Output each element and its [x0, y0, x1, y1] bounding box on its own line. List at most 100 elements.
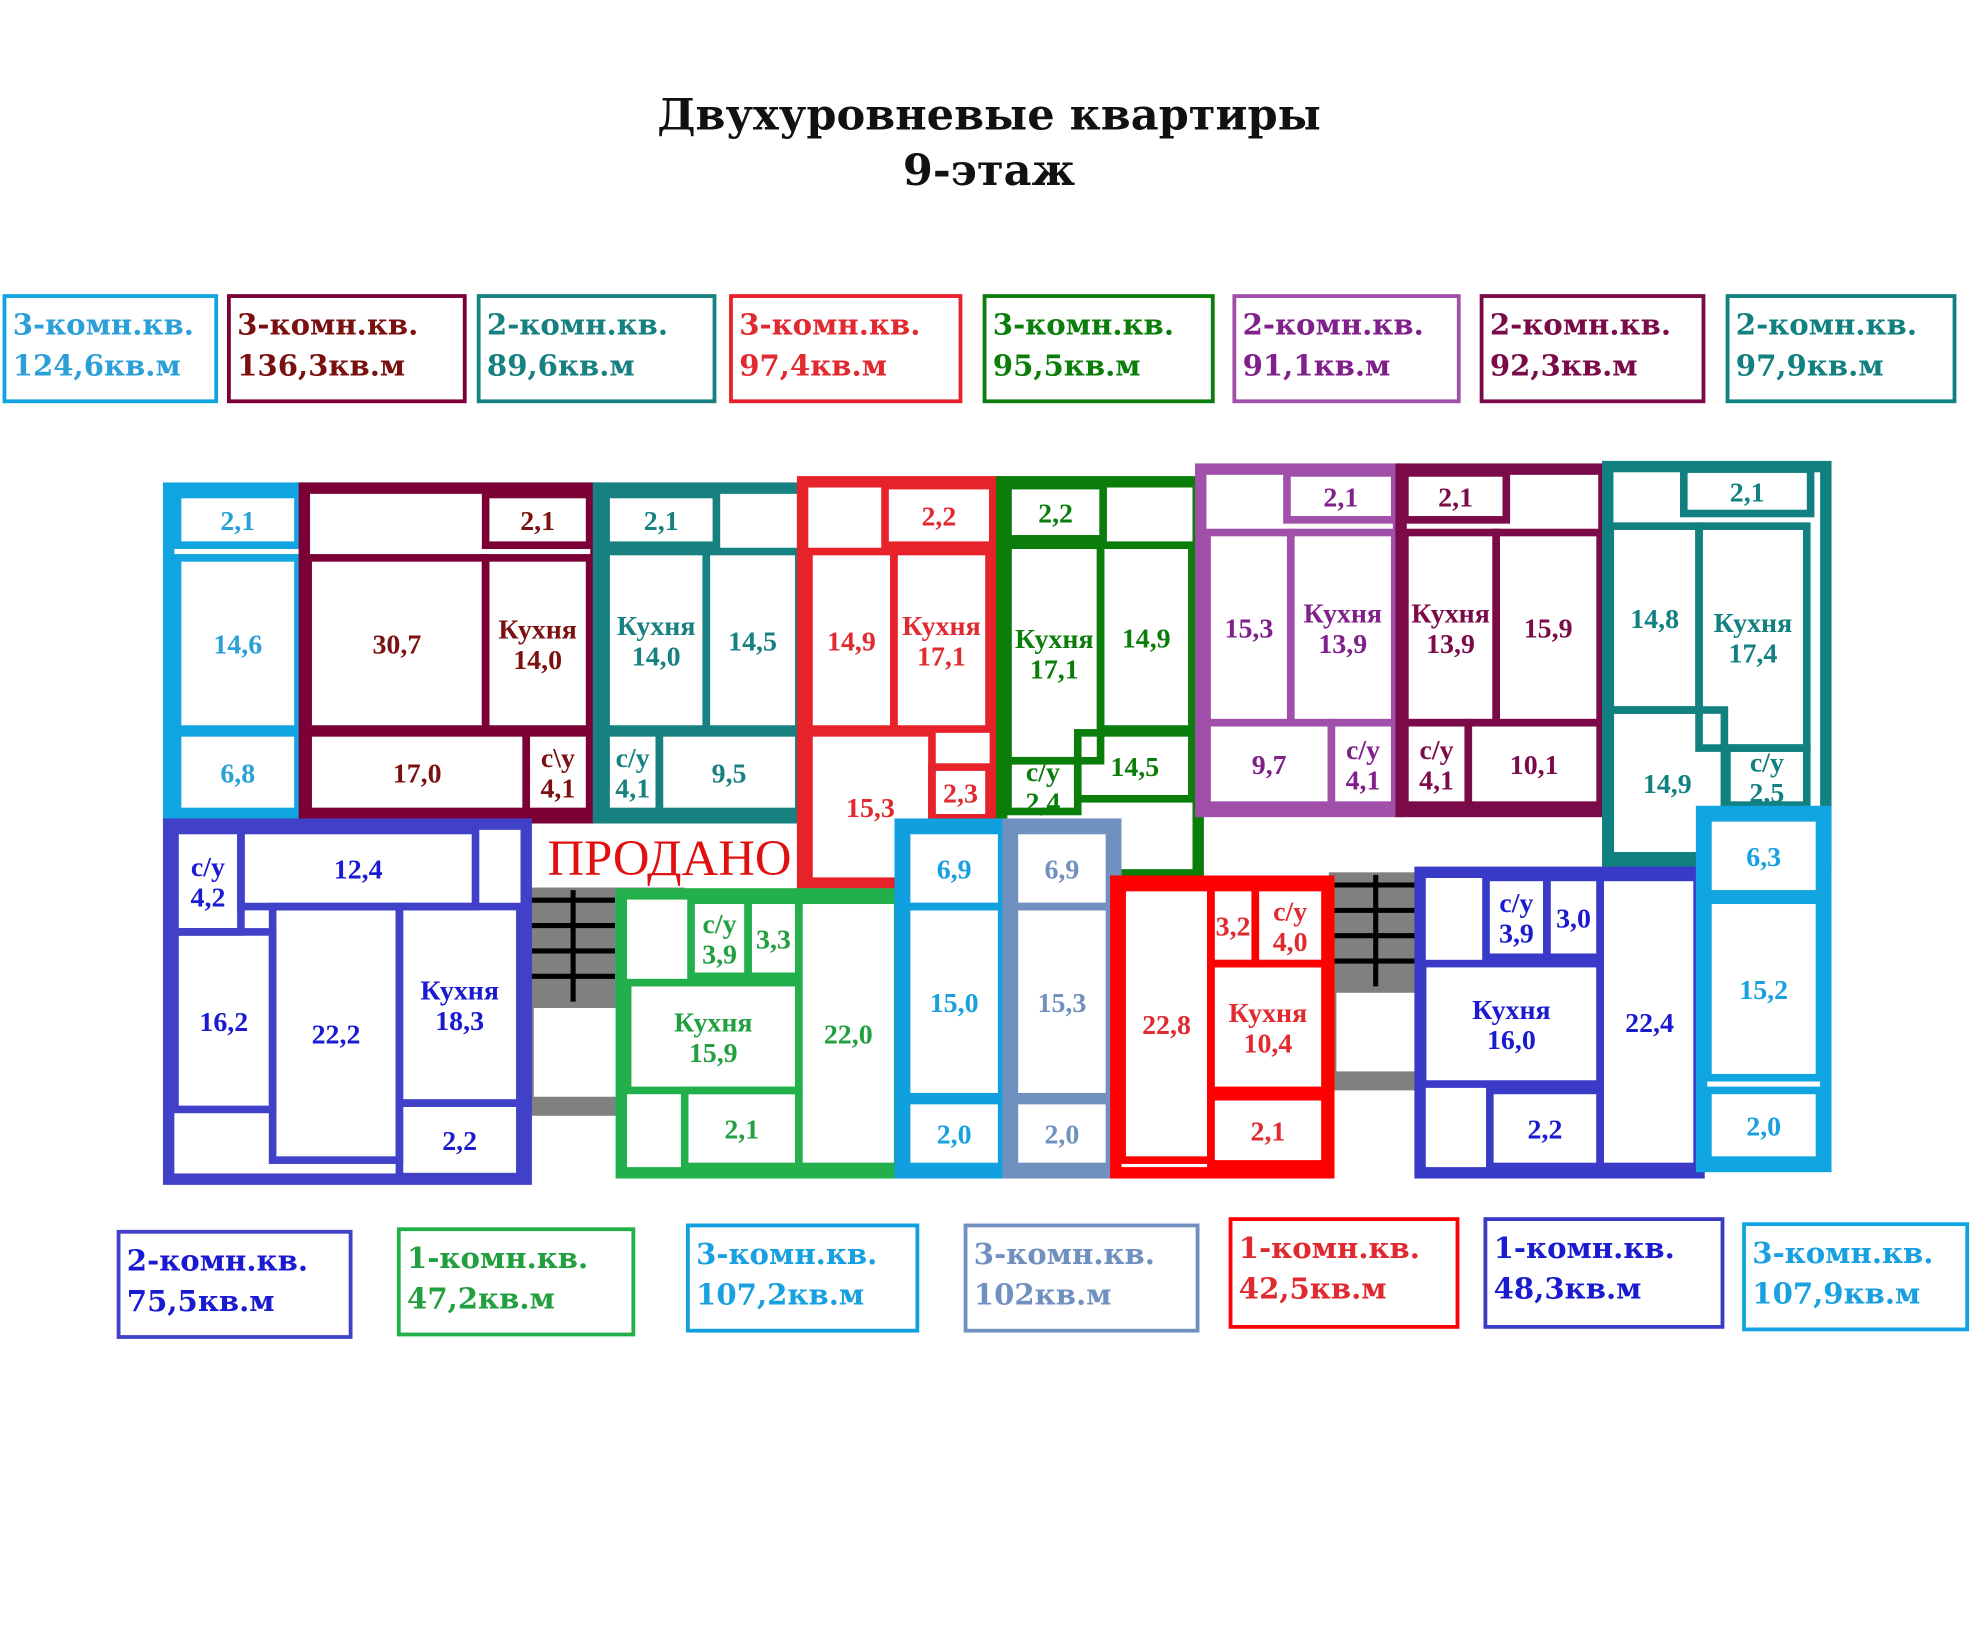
room-wall [928, 763, 993, 822]
room-name: Кухня [902, 611, 981, 642]
legend-box [1725, 294, 1957, 404]
room-area: 13,9 [1318, 629, 1367, 660]
room-wall [902, 1096, 1006, 1171]
room[interactable]: 2,2 [395, 1099, 524, 1181]
legend-area: 91,1кв.м [1243, 348, 1391, 382]
stairs-icon [530, 890, 615, 1002]
room-area: 6,9 [1044, 855, 1079, 886]
legend-b6[interactable]: 1-комн.кв. 48,3кв.м [1483, 1217, 1725, 1329]
room[interactable]: 2,2 [1004, 481, 1107, 543]
legend-box [476, 294, 717, 404]
legend-area: 47,2кв.м [407, 1281, 555, 1315]
apartment-b4[interactable]: 6,9 15,3 2,0 [1002, 818, 1122, 1179]
apartment-a1[interactable]: 2,1 14,6 6,8 [162, 482, 311, 824]
legend-a5[interactable]: 3-комн.кв. 95,5кв.м [982, 294, 1215, 404]
legend-b5[interactable]: 1-комн.кв. 42,5кв.м [1228, 1217, 1460, 1329]
legend-b2[interactable]: 1-комн.кв. 47,2кв.м [396, 1227, 636, 1337]
room-area: 22,0 [824, 1019, 873, 1050]
room-area: 22,4 [1625, 1008, 1674, 1039]
room-name: Кухня [498, 614, 577, 645]
legend-box [396, 1227, 636, 1337]
legend-boxes: 3-комн.кв. 124,6кв.м 3-комн.кв. 136,3кв.м 2-… [2, 294, 1970, 1339]
room[interactable]: с/у4,1 [1327, 718, 1399, 809]
legend-box [1742, 1222, 1970, 1332]
apartment-b7[interactable]: 6,3 15,2 2,0 [1695, 805, 1832, 1173]
room-wall [1207, 1092, 1329, 1168]
room-wall [1010, 1096, 1114, 1171]
room[interactable]: 2,0 [1704, 1086, 1824, 1164]
room-wall [1680, 465, 1815, 518]
room-area: 2,0 [937, 1120, 972, 1151]
room[interactable]: 2,1 [602, 490, 721, 550]
room-area: 4,1 [1346, 765, 1381, 796]
room[interactable]: с/у2,5 [1723, 744, 1811, 809]
room[interactable]: 6,8 [173, 729, 302, 816]
room-wall [1704, 1086, 1824, 1164]
legend-b3[interactable]: 3-комн.кв. 107,2кв.м [685, 1223, 920, 1333]
room[interactable]: 2,1 [1401, 469, 1511, 524]
room-name: с/у [1026, 757, 1060, 788]
legend-a2[interactable]: 3-комн.кв. 136,3кв.м [226, 294, 467, 404]
legend-a4[interactable]: 3-комн.кв. 97,4кв.м [729, 294, 963, 404]
room-area: 14,5 [728, 626, 777, 657]
room[interactable]: 2,1 [1283, 469, 1399, 524]
room-name: с/у [1499, 888, 1533, 919]
apartment-outline [162, 818, 532, 1185]
legend-a8[interactable]: 2-комн.кв. 97,9кв.м [1725, 294, 1957, 404]
legend-rooms: 3-комн.кв. [237, 308, 418, 342]
room-area: 15,9 [1524, 614, 1573, 645]
room[interactable]: 2,1 [173, 490, 302, 550]
room-area: 3,9 [702, 940, 737, 971]
legend-a3[interactable]: 2-комн.кв. 89,6кв.м [476, 294, 717, 404]
apartment-b3[interactable]: 6,9 15,0 2,0 [894, 818, 1010, 1179]
title-line-2: 9-этаж [903, 146, 1075, 196]
room[interactable]: 6,3 [1704, 814, 1824, 898]
legend-b1[interactable]: 2-комн.кв. 75,5кв.м [116, 1229, 353, 1339]
room[interactable]: 14,5 [1073, 729, 1196, 803]
legend-b7[interactable]: 3-комн.кв. 107,9кв.м [1742, 1222, 1970, 1332]
room-area: 2,0 [1044, 1120, 1079, 1151]
room[interactable]: с\у4,1 [522, 729, 594, 816]
room[interactable]: 10,1 [1464, 718, 1604, 809]
room[interactable]: 2,1 [1680, 465, 1815, 518]
legend-b4[interactable]: 3-комн.кв. 102кв.м [963, 1223, 1200, 1333]
room[interactable]: 2,2 [881, 481, 997, 550]
legend-a1[interactable]: 3-комн.кв. 124,6кв.м [2, 294, 219, 404]
room[interactable]: 2,3 [928, 763, 993, 822]
room-area: 6,3 [1746, 842, 1781, 873]
room[interactable]: 2,1 [481, 490, 594, 550]
legend-a7[interactable]: 2-комн.кв. 92,3кв.м [1479, 294, 1706, 404]
room[interactable]: 2,0 [902, 1096, 1006, 1171]
room-name: Кухня [1472, 995, 1551, 1026]
room-area: 2,2 [1528, 1115, 1563, 1146]
room-area: 17,1 [917, 642, 966, 673]
room-wall [1464, 718, 1604, 809]
room[interactable]: 2,1 [1207, 1092, 1329, 1168]
room-wall [1704, 814, 1824, 898]
room-name: Кухня [1015, 624, 1094, 655]
room-wall [890, 547, 993, 733]
room-area: 3,2 [1216, 912, 1251, 943]
room[interactable]: 15,0 [902, 902, 1006, 1101]
room[interactable]: 2,0 [1010, 1096, 1114, 1171]
room-area: 17,0 [393, 758, 442, 789]
legend-a6[interactable]: 2-комн.кв. 91,1кв.м [1232, 294, 1461, 404]
room[interactable]: 15,3 [1010, 902, 1114, 1101]
room[interactable]: 15,2 [1704, 896, 1824, 1082]
